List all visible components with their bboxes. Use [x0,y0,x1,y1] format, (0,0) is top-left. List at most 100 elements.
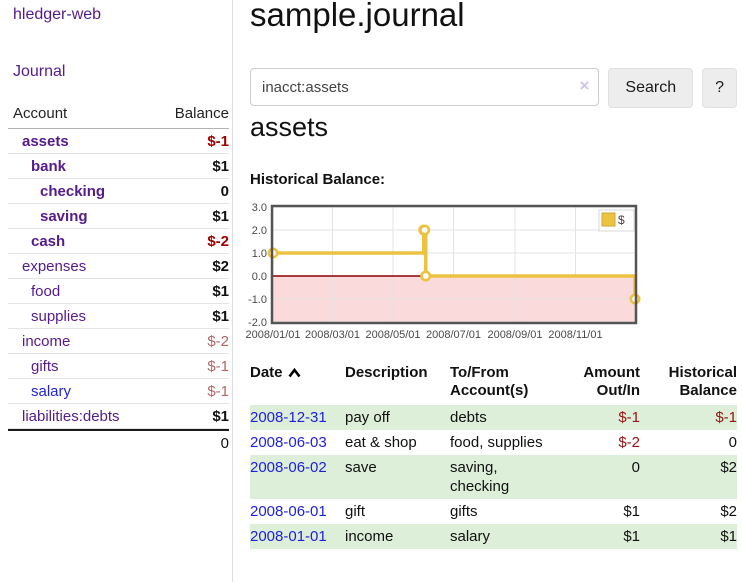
tofrom-column-header: To/From Account(s) [450,364,529,399]
account-balance: $-1 [207,358,229,375]
account-balance: $-1 [207,383,229,400]
historical-balance-label: Historical Balance: [250,171,386,188]
transaction-accounts: salary [450,528,491,545]
search-button[interactable]: Search [608,68,694,108]
account-link-checking[interactable]: checking [40,183,106,200]
transaction-amount: $1 [623,528,640,545]
transaction-description: save [345,459,377,476]
account-row-supplies: supplies $1 [8,304,229,329]
account-balance: $-1 [207,133,229,150]
account-link-income[interactable]: income [22,333,71,350]
transaction-balance: 0 [728,434,737,451]
svg-text:2008/09/01: 2008/09/01 [487,329,542,341]
account-balance: $-2 [207,233,229,250]
account-row-salary: salary $-1 [8,379,229,404]
sidebar: hledger-web Journal Account Balance asse… [0,0,232,582]
svg-text:1.0: 1.0 [252,248,267,260]
search-form: × Search ? [250,68,737,108]
balance-column-header: Historical Balance [668,364,737,399]
sidebar-divider [232,0,233,582]
account-row-bank: bank $1 [8,154,229,179]
svg-text:-1.0: -1.0 [248,294,267,306]
transaction-amount: $-1 [618,409,640,426]
accounts-table: Account Balance assets $-1 bank $1 check… [8,102,229,456]
account-link-liabilities-debts[interactable]: liabilities:debts [22,408,120,425]
register-row: 2008-12-31 pay off debts $-1 $-1 [250,405,737,430]
search-box: × [250,68,600,108]
account-balance: $1 [212,408,229,425]
account-link-cash[interactable]: cash [31,233,66,250]
account-row-gifts: gifts $-1 [8,354,229,379]
account-row-assets: assets $-1 [8,129,229,154]
amount-column-header: Amount Out/In [583,364,640,399]
transaction-description: pay off [345,409,390,426]
account-row-saving: saving $1 [8,204,229,229]
transaction-date-link[interactable]: 2008-06-01 [250,503,327,520]
account-balance: $2 [212,258,229,275]
transaction-description: income [345,528,394,545]
svg-text:$: $ [618,213,625,227]
transaction-date-link[interactable]: 2008-01-01 [250,528,327,545]
svg-text:2008/05/01: 2008/05/01 [365,329,420,341]
account-balance: $1 [212,158,229,175]
transaction-balance: $-1 [715,409,737,426]
account-balance: $1 [212,283,229,300]
account-balance: $1 [212,308,229,325]
accounts-table-header: Account Balance [8,102,229,129]
balance-column-header: Balance [174,105,229,122]
account-row-liabilities-debts: liabilities:debts $1 [8,404,229,429]
help-button[interactable]: ? [702,68,737,108]
account-link-bank[interactable]: bank [31,158,67,175]
account-row-expenses: expenses $2 [8,254,229,279]
account-link-gifts[interactable]: gifts [31,358,59,375]
search-input[interactable] [250,68,600,106]
transaction-date-link[interactable]: 2008-06-02 [250,459,327,476]
transaction-date-link[interactable]: 2008-12-31 [250,409,327,426]
clear-search-icon[interactable]: × [579,76,590,95]
svg-text:2008/01/01: 2008/01/01 [245,329,300,341]
transaction-balance: $2 [720,503,737,520]
description-column-header: Description [345,364,428,381]
register-row: 2008-01-01 income salary $1 $1 [250,524,737,549]
transaction-accounts: debts [450,409,487,426]
account-link-assets[interactable]: assets [22,133,69,150]
register-row: 2008-06-03 eat & shop food, supplies $-2… [250,430,737,455]
sort-ascending-icon [287,367,301,378]
transaction-amount: $-2 [618,434,640,451]
svg-text:2.0: 2.0 [252,225,267,237]
transaction-accounts: saving, checking [450,459,510,495]
register-table-header-row: Date Description To/From Account(s) Amou… [250,362,737,405]
sidebar-item-journal[interactable]: Journal [13,63,66,80]
account-row-income: income $-2 [8,329,229,354]
account-link-salary[interactable]: salary [31,383,72,400]
transaction-description: gift [345,503,366,520]
register-account-title: assets [250,112,329,142]
historical-balance-chart: 3.0 2.0 1.0 0.0 -1.0 -2.0 2008/01/01 2008/03/01… [245,200,742,345]
account-row-food: food $1 [8,279,229,304]
register-table: Date Description To/From Account(s) Amou… [250,362,737,549]
transaction-description: eat & shop [345,434,417,451]
transaction-amount: $1 [623,503,640,520]
svg-text:-2.0: -2.0 [248,317,267,329]
account-link-food[interactable]: food [31,283,61,300]
account-row-cash: cash $-2 [8,229,229,254]
transaction-date-link[interactable]: 2008-06-03 [250,434,327,451]
transaction-accounts: gifts [450,503,478,520]
brand-link[interactable]: hledger-web [13,6,102,23]
svg-text:0.0: 0.0 [252,271,267,283]
svg-text:2008/11/01: 2008/11/01 [548,329,602,341]
account-link-saving[interactable]: saving [40,208,88,225]
transaction-accounts: food, supplies [450,434,543,451]
account-row-checking: checking 0 [8,179,229,204]
account-link-expenses[interactable]: expenses [22,258,87,275]
account-link-supplies[interactable]: supplies [31,308,87,325]
account-balance: 0 [220,183,229,200]
account-balance: $-2 [207,333,229,350]
svg-text:3.0: 3.0 [252,202,267,214]
transaction-balance: $2 [720,459,737,476]
page-title: sample.journal [250,0,465,33]
date-column-header[interactable]: Date [250,362,345,405]
main-content: sample.journal × Search ? assets Histori… [245,0,742,582]
